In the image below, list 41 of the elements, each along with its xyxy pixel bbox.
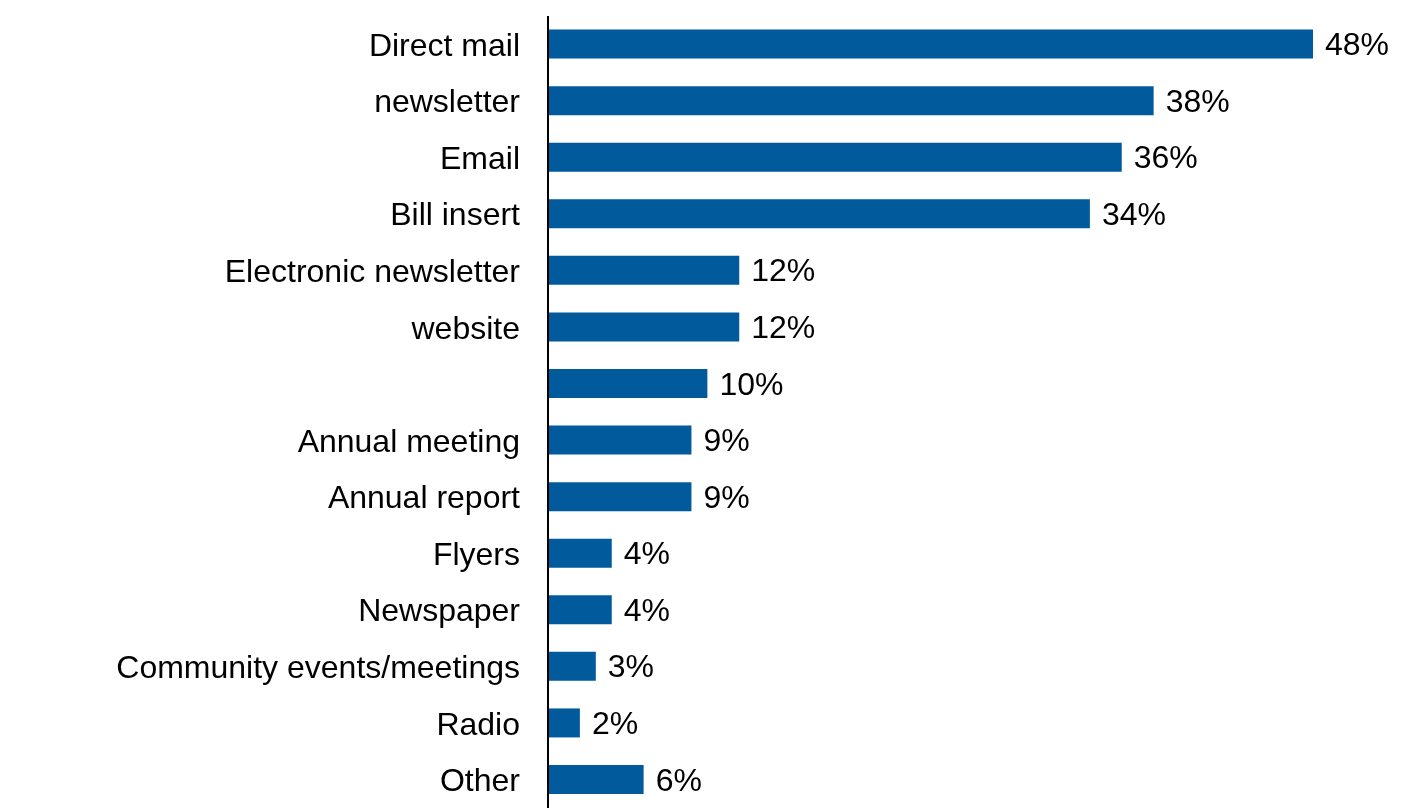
data-label: 48%	[1325, 26, 1390, 63]
data-label: 4%	[623, 591, 670, 628]
y-tick-label: Electronic newsletter	[224, 252, 521, 289]
y-tick-label: website	[410, 309, 520, 346]
bar	[548, 142, 1122, 172]
data-label: 9%	[703, 478, 750, 515]
bar	[548, 255, 740, 285]
data-label: 38%	[1165, 82, 1230, 119]
y-tick-label: newsletter	[374, 83, 521, 120]
bar	[548, 312, 740, 342]
data-label: 10%	[719, 365, 784, 402]
bar	[548, 595, 612, 625]
bar	[548, 765, 644, 795]
bar	[548, 369, 708, 399]
data-label: 36%	[1133, 139, 1198, 176]
y-tick-label: Other	[439, 762, 521, 799]
y-tick-label: Flyers	[432, 535, 520, 572]
data-label: 9%	[703, 422, 750, 459]
data-label: 34%	[1101, 195, 1166, 232]
y-tick-label: Radio	[436, 705, 520, 742]
bar	[548, 425, 692, 455]
bar	[548, 708, 580, 738]
y-tick-label: Annual meeting	[297, 422, 520, 459]
y-tick-label: Email	[439, 139, 520, 176]
data-label: 12%	[751, 308, 816, 345]
data-label: 12%	[751, 252, 816, 289]
data-label: 4%	[623, 535, 670, 572]
bar	[548, 482, 692, 512]
bar	[548, 651, 596, 681]
y-tick-label: Bill insert	[390, 196, 521, 233]
bar	[548, 29, 1313, 59]
data-label: 3%	[607, 648, 655, 685]
data-label: 6%	[655, 761, 702, 798]
bar	[548, 199, 1090, 229]
bar	[548, 86, 1154, 116]
data-label: 2%	[591, 704, 639, 741]
y-tick-label: Annual report	[327, 479, 521, 516]
y-tick-label: Direct mail	[368, 26, 520, 63]
y-tick-label: Community events/meetings	[116, 648, 520, 685]
y-tick-label: Newspaper	[358, 592, 521, 629]
bar	[548, 538, 612, 568]
